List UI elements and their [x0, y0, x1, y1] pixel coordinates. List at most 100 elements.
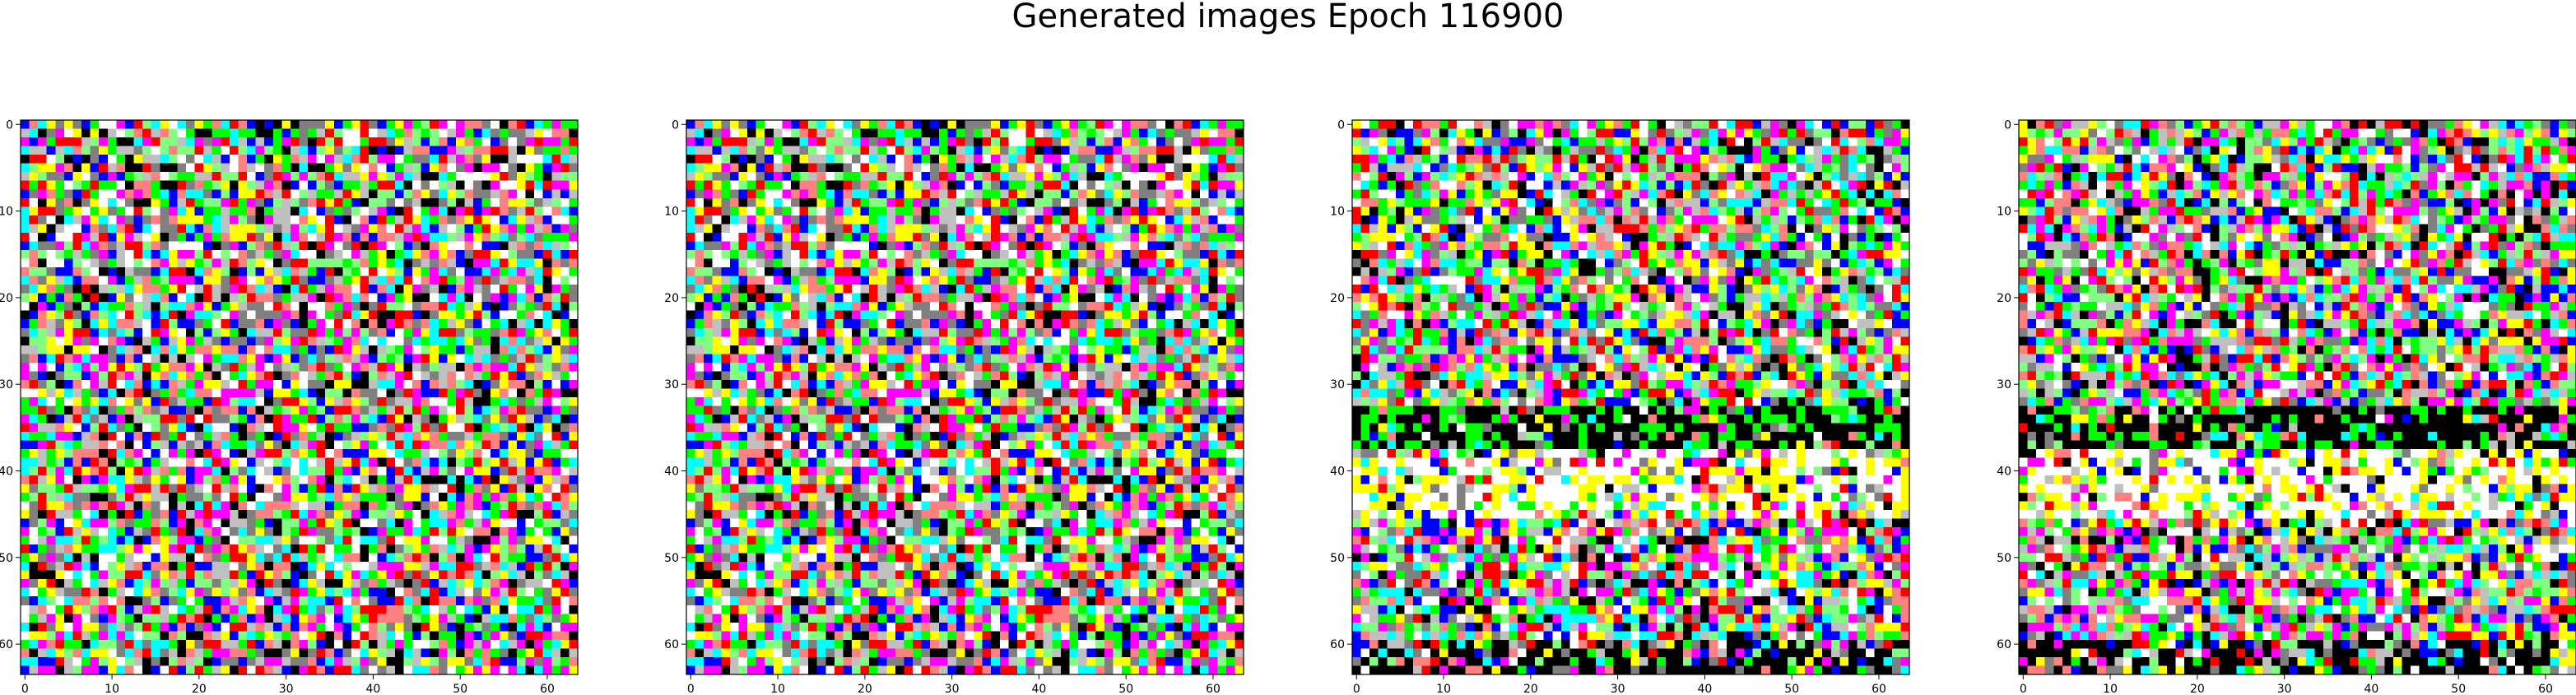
pixel-cell	[464, 319, 473, 328]
pixel-cell	[273, 588, 282, 597]
pixel-cell	[72, 302, 81, 311]
pixel-cell	[447, 146, 456, 155]
pixel-cell	[151, 181, 160, 190]
pixel-cell	[464, 424, 473, 433]
pixel-cell	[169, 250, 178, 259]
pixel-cell	[334, 449, 343, 458]
pixel-cell	[1069, 146, 1078, 155]
pixel-cell	[256, 285, 265, 294]
pixel-cell	[939, 129, 948, 138]
pixel-cell	[281, 424, 291, 433]
pixel-cell	[473, 259, 482, 268]
pixel-cell	[1104, 181, 1114, 190]
pixel-cell	[1130, 129, 1139, 138]
pixel-cell	[456, 155, 465, 164]
pixel-cell	[395, 432, 404, 441]
pixel-cell	[560, 432, 570, 441]
pixel-cell	[421, 554, 430, 563]
pixel-cell	[238, 484, 247, 493]
pixel-cell	[125, 259, 134, 268]
pixel-cell	[177, 588, 186, 597]
pixel-cell	[1200, 215, 1209, 225]
pixel-cell	[325, 579, 334, 588]
pixel-cell	[456, 458, 465, 467]
pixel-cell	[291, 354, 300, 363]
pixel-cell	[456, 294, 465, 303]
pixel-cell	[1061, 224, 1070, 233]
pixel-cell	[403, 579, 412, 588]
pixel-cell	[421, 596, 430, 605]
pixel-cell	[878, 155, 887, 164]
pixel-cell	[203, 614, 212, 623]
pixel-cell	[125, 579, 134, 588]
pixel-cell	[177, 554, 186, 563]
pixel-cell	[386, 129, 395, 138]
pixel-cell	[203, 276, 212, 285]
pixel-cell	[1235, 120, 1244, 129]
pixel-cell	[569, 640, 578, 649]
pixel-cell	[473, 285, 482, 294]
pixel-cell	[91, 250, 100, 259]
pixel-cell	[160, 475, 169, 484]
pixel-cell	[1000, 155, 1009, 164]
pixel-cell	[835, 224, 844, 233]
pixel-cell	[456, 164, 465, 173]
pixel-cell	[238, 441, 247, 450]
pixel-cell	[756, 233, 765, 242]
pixel-cell	[21, 233, 30, 242]
pixel-cell	[491, 388, 500, 397]
pixel-cell	[264, 215, 273, 225]
pixel-cell	[38, 623, 47, 632]
pixel-cell	[378, 466, 387, 475]
pixel-cell	[99, 596, 108, 605]
pixel-cell	[169, 415, 178, 424]
pixel-cell	[1130, 164, 1139, 173]
pixel-cell	[526, 206, 535, 215]
pixel-cell	[983, 164, 992, 173]
pixel-cell	[64, 146, 73, 155]
pixel-cell	[817, 120, 826, 129]
pixel-cell	[177, 198, 186, 207]
pixel-cell	[439, 146, 448, 155]
pixel-cell	[534, 648, 543, 657]
pixel-cell	[351, 484, 360, 493]
pixel-cell	[1174, 129, 1183, 138]
pixel-cell	[281, 518, 291, 527]
pixel-cell	[247, 336, 256, 345]
pixel-cell	[1017, 120, 1026, 129]
pixel-cell	[360, 605, 370, 614]
pixel-cell	[508, 189, 517, 198]
pixel-cell	[569, 294, 578, 303]
pixel-cell	[230, 198, 239, 207]
pixel-cell	[464, 640, 473, 649]
pixel-cell	[473, 164, 482, 173]
pixel-cell	[317, 562, 326, 571]
pixel-cell	[482, 614, 491, 623]
pixel-cell	[386, 415, 395, 424]
pixel-cell	[922, 164, 931, 173]
pixel-cell	[791, 181, 800, 190]
pixel-cell	[1192, 206, 1201, 215]
pixel-cell	[500, 189, 509, 198]
pixel-cell	[108, 484, 117, 493]
pixel-cell	[1095, 155, 1104, 164]
pixel-cell	[212, 302, 221, 311]
pixel-cell	[142, 631, 151, 640]
pixel-cell	[247, 181, 256, 190]
pixel-cell	[421, 215, 430, 225]
pixel-cell	[1008, 198, 1017, 207]
pixel-cell	[360, 302, 370, 311]
pixel-cell	[247, 605, 256, 614]
pixel-cell	[439, 371, 448, 380]
pixel-cell	[447, 424, 456, 433]
pixel-cell	[517, 441, 526, 450]
pixel-cell	[695, 215, 704, 225]
pixel-cell	[569, 614, 578, 623]
pixel-cell	[904, 155, 913, 164]
pixel-cell	[325, 518, 334, 527]
pixel-cell	[160, 665, 169, 674]
pixel-cell	[991, 155, 1000, 164]
pixel-cell	[1139, 120, 1148, 129]
pixel-cell	[342, 544, 351, 554]
pixel-cell	[747, 215, 756, 225]
